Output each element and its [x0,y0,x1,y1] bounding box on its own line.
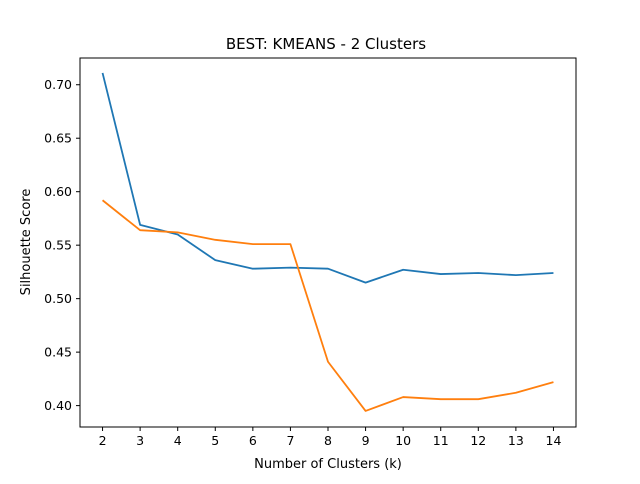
y-tick-label: 0.45 [44,345,72,360]
x-tick-label: 2 [99,433,107,448]
x-tick-label: 10 [395,433,411,448]
y-tick-label: 0.40 [44,398,72,413]
x-tick-label: 6 [249,433,257,448]
y-tick-label: 0.50 [44,291,72,306]
y-tick-label: 0.65 [44,131,72,146]
series-layer [101,72,554,412]
x-tick-label: 3 [136,433,144,448]
y-tick-label: 0.70 [44,77,72,92]
x-tick-label: 7 [286,433,294,448]
x-tick-label: 13 [508,433,524,448]
series-line-1 [101,72,554,284]
x-tick-label: 14 [546,433,562,448]
series-line-2 [101,199,554,412]
x-tick-label: 12 [470,433,486,448]
x-tick-label: 11 [433,433,449,448]
y-axis: 0.40 0.45 0.50 0.55 0.60 0.65 0.70 [44,77,80,413]
x-tick-label: 9 [362,433,370,448]
x-tick-label: 5 [211,433,219,448]
y-tick-label: 0.60 [44,184,72,199]
x-tick-label: 4 [174,433,182,448]
y-axis-label: Silhouette Score [19,189,34,296]
x-tick-label: 8 [324,433,332,448]
chart-title: BEST: KMEANS - 2 Clusters [226,35,426,53]
x-axis-label: Number of Clusters (k) [254,457,402,472]
y-tick-label: 0.55 [44,238,72,253]
x-axis: 2 3 4 5 6 7 8 9 10 11 12 13 14 [99,427,562,448]
